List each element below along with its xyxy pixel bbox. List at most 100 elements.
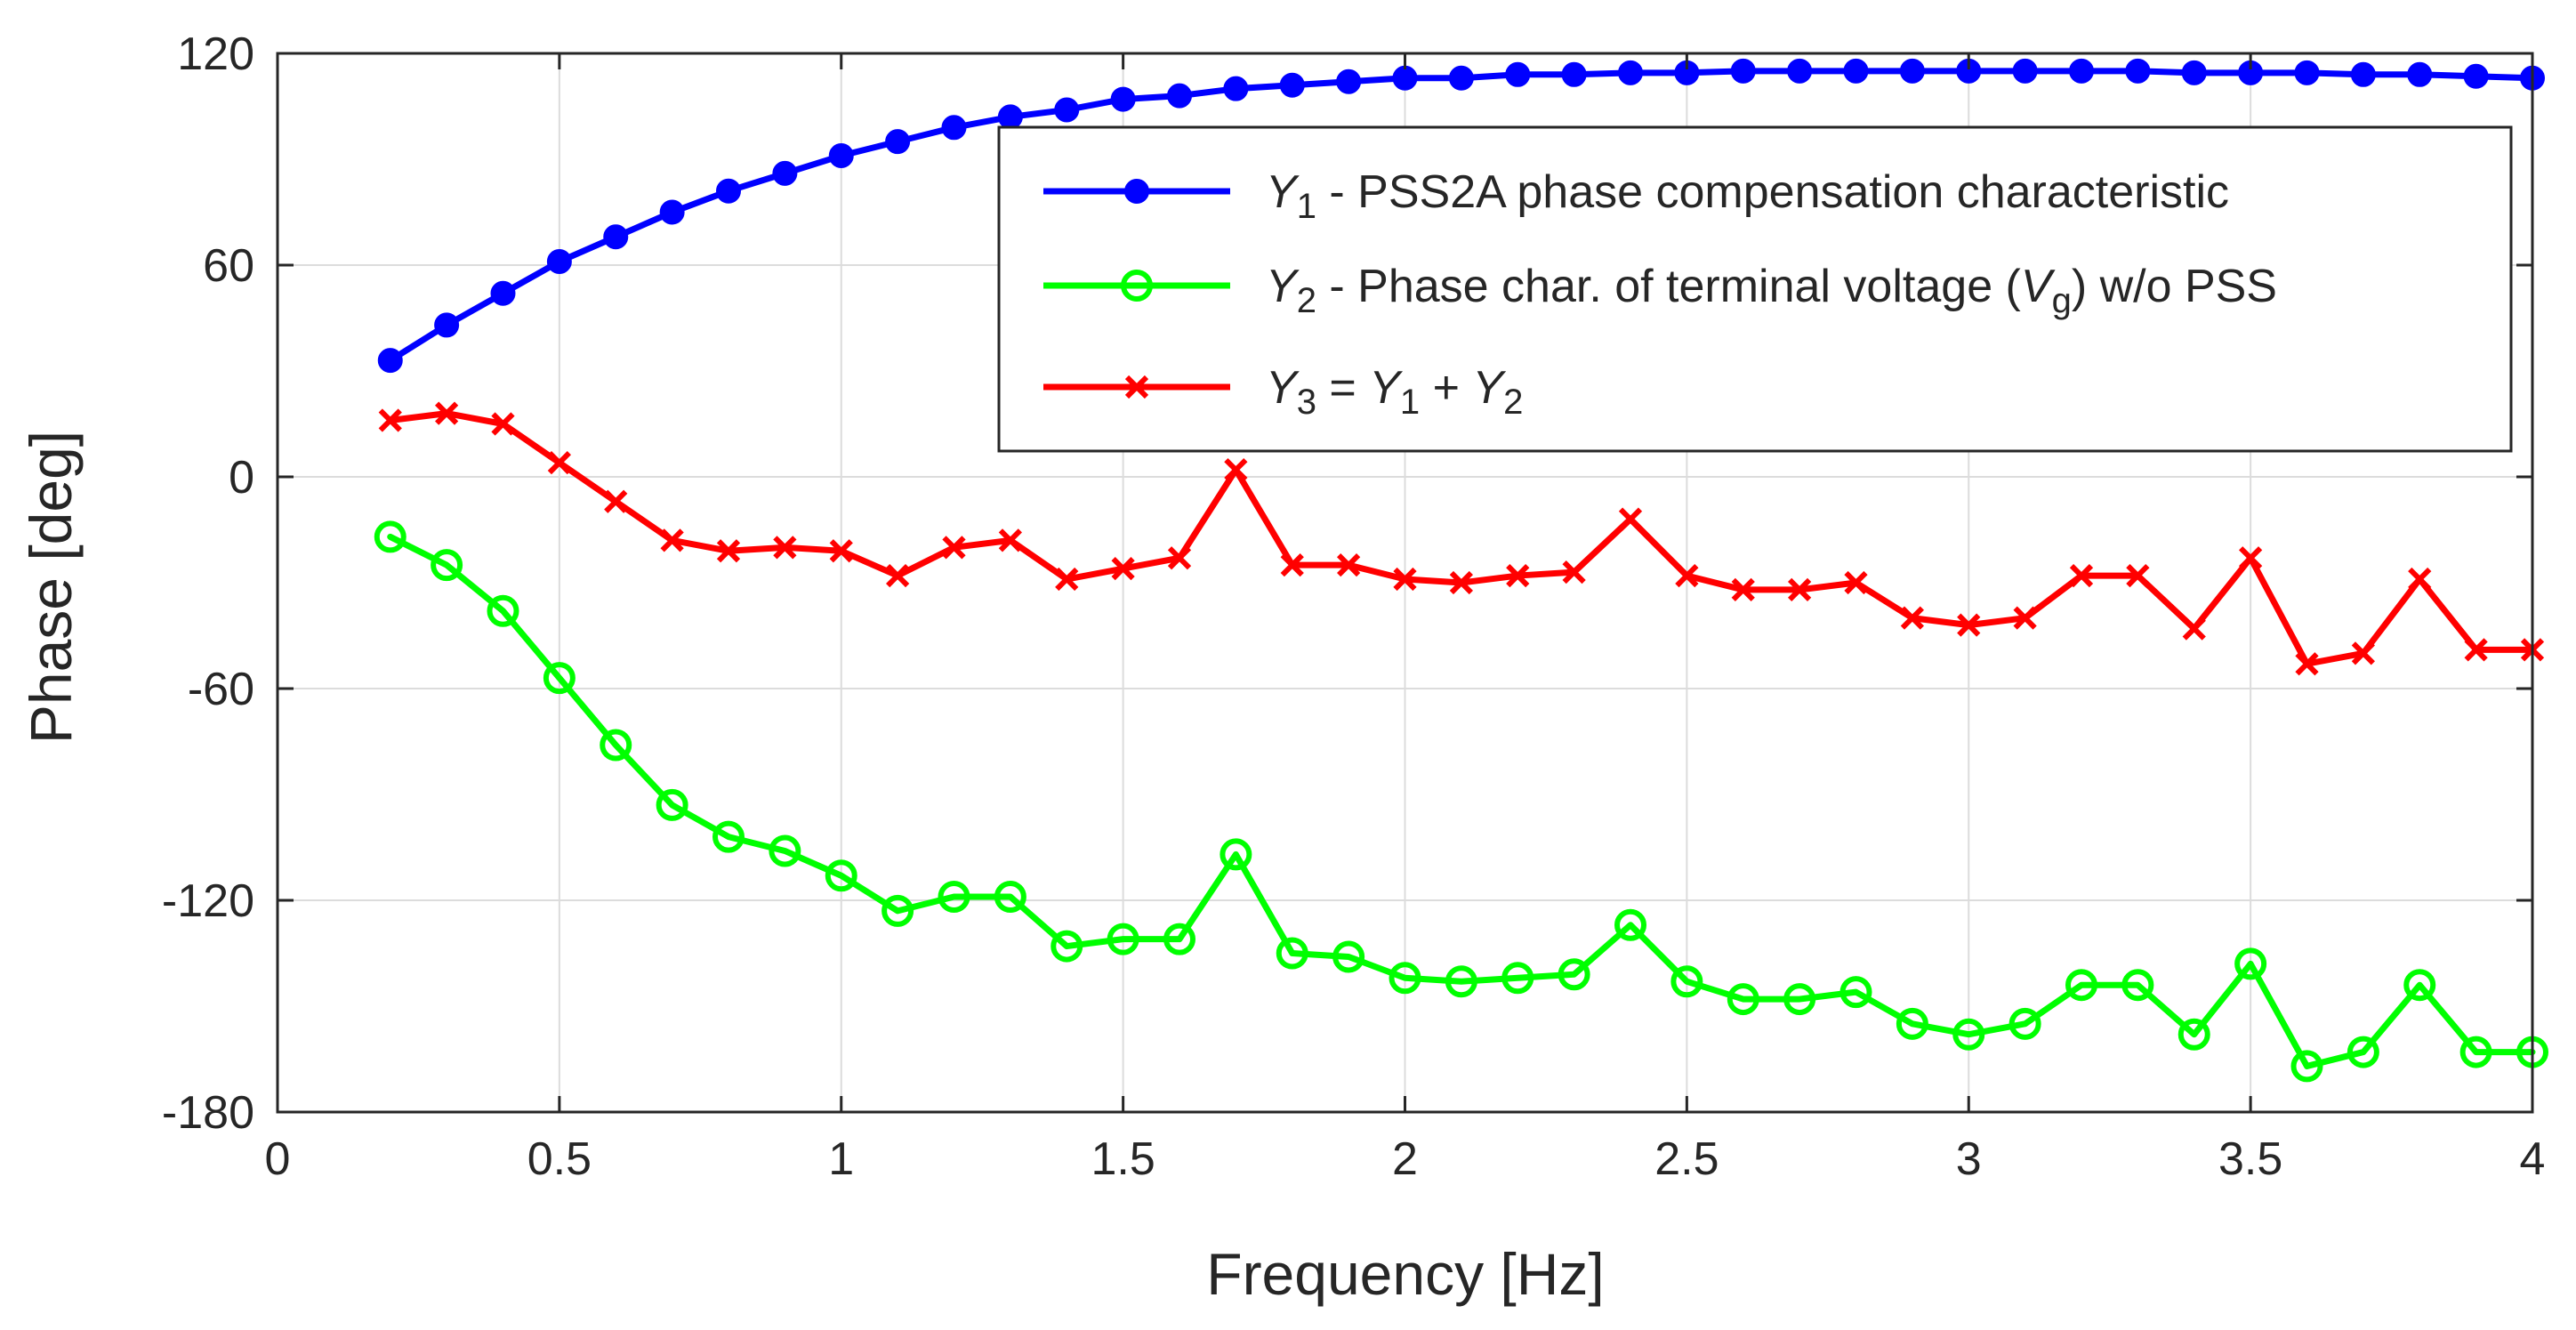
legend-label: Y1 - PSS2A phase compensation characteri…	[1266, 166, 2229, 226]
data-point-y2	[1839, 976, 1872, 1009]
data-point-y3	[491, 412, 515, 436]
data-point-y2	[2121, 969, 2154, 1002]
data-point-y1	[546, 249, 572, 275]
y-tick-label: -180	[162, 1087, 254, 1139]
data-point-y1	[1448, 65, 1474, 91]
data-point-y1	[2125, 58, 2151, 84]
data-point-y1	[1730, 58, 1756, 84]
data-point-y1	[2463, 63, 2489, 89]
data-point-y1	[772, 160, 798, 186]
data-point-y1	[2069, 58, 2094, 84]
y-tick-label: 60	[203, 240, 254, 292]
data-point-y3	[547, 451, 571, 475]
data-point-y3	[829, 539, 853, 563]
data-point-y3	[1111, 557, 1135, 581]
data-point-y2	[600, 729, 632, 762]
data-point-y2	[431, 549, 463, 582]
data-point-y3	[886, 563, 910, 588]
data-point-y2	[1896, 1007, 1928, 1040]
x-tick-label: 0.5	[527, 1133, 592, 1185]
data-point-y1	[1843, 58, 1869, 84]
x-tick-label: 3	[1956, 1133, 1982, 1185]
legend-marker	[1124, 375, 1149, 399]
data-point-y3	[2239, 546, 2263, 570]
data-point-y3	[1055, 567, 1079, 592]
data-point-y2	[543, 662, 576, 695]
data-point-y3	[435, 401, 459, 425]
data-point-y2	[881, 894, 914, 927]
data-point-y2	[656, 788, 688, 821]
x-tick-label: 2	[1392, 1133, 1418, 1185]
legend-item-y3: Y3 = Y1 + Y2	[1043, 362, 1523, 422]
legend-marker	[1124, 179, 1149, 204]
data-point-y2	[2178, 1018, 2210, 1051]
data-point-y1	[1561, 61, 1587, 87]
data-point-y2	[2403, 969, 2436, 1002]
data-point-y1	[2012, 58, 2038, 84]
data-point-y2	[2347, 1036, 2379, 1068]
y-tick-label: -60	[188, 664, 254, 715]
data-point-y1	[941, 115, 967, 141]
data-point-y3	[1900, 606, 1925, 630]
series-y2	[374, 520, 2548, 1083]
data-point-y2	[1332, 940, 1365, 973]
data-point-y2	[1276, 937, 1308, 970]
data-point-y2	[1670, 965, 1703, 998]
data-point-y1	[1279, 72, 1305, 98]
data-point-y3	[1618, 507, 1643, 531]
data-point-y1	[603, 224, 629, 250]
data-point-y1	[1167, 83, 1192, 109]
data-point-y3	[2013, 606, 2037, 630]
x-tick-label: 3.5	[2218, 1133, 2282, 1185]
data-point-y3	[1844, 570, 1868, 595]
data-point-y1	[434, 312, 460, 338]
data-point-y1	[885, 129, 911, 155]
data-point-y3	[1788, 577, 1812, 602]
data-point-y3	[1224, 457, 1248, 482]
data-point-y1	[659, 199, 685, 225]
data-point-y3	[2295, 652, 2319, 676]
data-point-y2	[1558, 958, 1590, 991]
data-point-y3	[1506, 563, 1530, 588]
legend-label: Y2 - Phase char. of terminal voltage (Vg…	[1266, 261, 2277, 320]
data-point-y2	[487, 594, 519, 627]
data-point-y3	[2351, 641, 2376, 665]
data-point-y1	[1223, 76, 1249, 101]
data-point-y2	[769, 834, 801, 867]
series-y1	[377, 58, 2545, 374]
data-point-y3	[1449, 570, 1474, 595]
x-tick-label: 1.5	[1091, 1133, 1155, 1185]
data-point-y3	[1957, 613, 1981, 637]
data-point-y2	[1727, 983, 1759, 1016]
legend-box	[997, 125, 2513, 453]
x-tick-label: 0	[265, 1133, 291, 1185]
data-point-y3	[604, 489, 628, 513]
data-point-y2	[1445, 965, 1477, 998]
data-point-y3	[2408, 567, 2432, 592]
data-point-y1	[2350, 61, 2376, 87]
data-point-y3	[2126, 563, 2150, 588]
y-axis-label: Phase [deg]	[18, 431, 84, 744]
y-tick-label: -120	[162, 875, 254, 927]
data-point-y1	[997, 104, 1023, 130]
data-point-y3	[2069, 563, 2094, 588]
data-point-y3	[2182, 617, 2206, 641]
x-tick-label: 1	[828, 1133, 854, 1185]
series-layer	[374, 58, 2548, 1083]
data-point-y1	[1392, 65, 1418, 91]
data-point-y2	[2234, 947, 2267, 980]
x-axis-label: Frequency [Hz]	[1206, 1241, 1605, 1307]
data-point-y1	[1899, 58, 1925, 84]
data-point-y3	[773, 536, 797, 560]
data-point-y2	[1389, 962, 1421, 995]
data-point-y3	[998, 528, 1023, 552]
data-point-y3	[660, 528, 684, 552]
data-point-y2	[2459, 1036, 2492, 1068]
data-point-y1	[1110, 86, 1136, 112]
series-y3	[378, 401, 2545, 676]
data-point-y1	[716, 178, 741, 204]
data-point-y2	[1051, 930, 1083, 963]
data-point-y2	[938, 881, 970, 914]
data-point-y2	[712, 820, 745, 853]
data-point-y2	[825, 859, 857, 892]
